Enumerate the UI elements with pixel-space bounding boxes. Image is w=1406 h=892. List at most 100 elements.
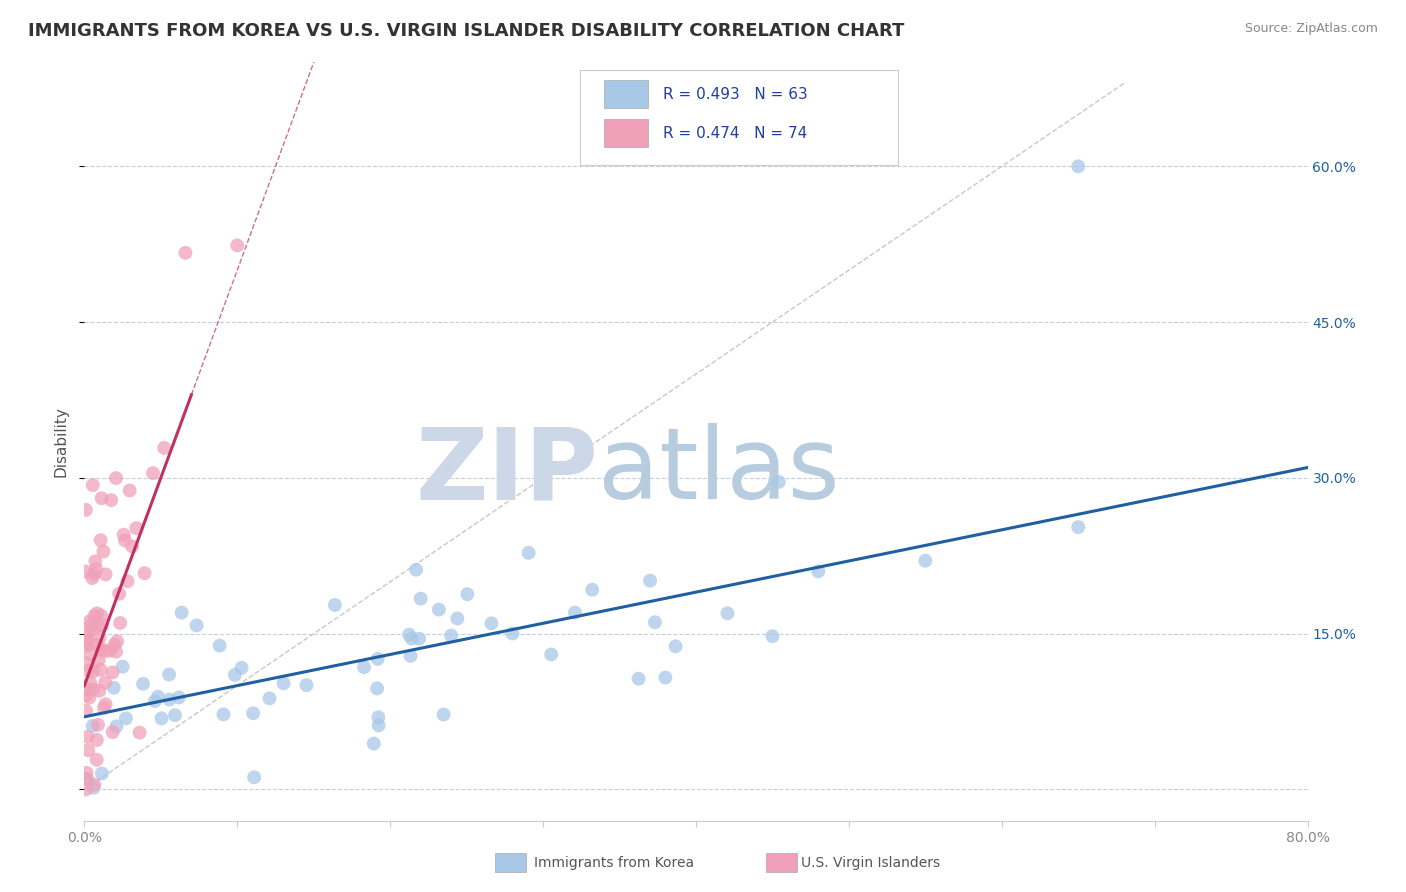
- Point: [114, 533, 136, 548]
- Point: [716, 606, 738, 620]
- Point: [82, 478, 104, 492]
- Point: [93, 701, 115, 715]
- Point: [90, 533, 112, 548]
- Point: [212, 707, 235, 722]
- Point: [323, 598, 346, 612]
- Point: [401, 632, 423, 646]
- Point: [112, 527, 135, 541]
- Point: [226, 238, 249, 252]
- Point: [157, 667, 180, 681]
- Point: [87, 718, 110, 732]
- Point: [83, 780, 105, 795]
- Point: [76, 772, 98, 787]
- FancyBboxPatch shape: [605, 80, 648, 108]
- Point: [427, 602, 450, 616]
- Point: [664, 640, 686, 654]
- Point: [86, 638, 108, 652]
- Point: [125, 521, 148, 535]
- Point: [87, 619, 110, 633]
- Point: [1067, 520, 1090, 534]
- Point: [446, 611, 468, 625]
- Point: [108, 587, 131, 601]
- Point: [89, 663, 111, 677]
- Point: [208, 639, 231, 653]
- Point: [82, 571, 104, 585]
- Text: atlas: atlas: [598, 424, 839, 520]
- Point: [654, 671, 676, 685]
- Point: [186, 618, 208, 632]
- FancyBboxPatch shape: [605, 120, 648, 147]
- Point: [564, 606, 586, 620]
- Point: [103, 681, 125, 695]
- Point: [111, 659, 134, 673]
- Bar: [495, 853, 526, 872]
- Point: [75, 688, 97, 702]
- Point: [76, 633, 98, 648]
- Point: [87, 653, 110, 667]
- Point: [80, 647, 103, 661]
- Point: [108, 615, 131, 630]
- Point: [367, 718, 389, 732]
- Point: [405, 563, 427, 577]
- Point: [93, 644, 115, 658]
- Point: [132, 677, 155, 691]
- Point: [273, 676, 295, 690]
- Point: [128, 725, 150, 739]
- Point: [644, 615, 666, 630]
- Point: [367, 652, 389, 666]
- Point: [502, 626, 524, 640]
- Point: [75, 682, 97, 697]
- Point: [157, 692, 180, 706]
- Point: [93, 544, 115, 558]
- Point: [363, 737, 385, 751]
- Point: [399, 648, 422, 663]
- Point: [105, 645, 128, 659]
- Point: [79, 690, 101, 705]
- Point: [115, 711, 138, 725]
- Point: [86, 733, 108, 747]
- Point: [84, 562, 107, 576]
- Point: [100, 493, 122, 508]
- Point: [581, 582, 603, 597]
- Point: [366, 681, 388, 696]
- Point: [170, 606, 193, 620]
- Text: Source: ZipAtlas.com: Source: ZipAtlas.com: [1244, 22, 1378, 36]
- Point: [295, 678, 318, 692]
- Point: [761, 629, 783, 643]
- Point: [103, 638, 125, 652]
- Text: U.S. Virgin Islanders: U.S. Virgin Islanders: [801, 856, 941, 871]
- Point: [75, 503, 97, 517]
- Point: [174, 245, 197, 260]
- Point: [94, 675, 117, 690]
- Point: [77, 664, 100, 678]
- Point: [101, 665, 124, 680]
- Point: [80, 623, 103, 637]
- Point: [83, 567, 105, 582]
- Point: [83, 608, 105, 623]
- Point: [76, 730, 98, 744]
- Point: [76, 628, 98, 642]
- Point: [768, 475, 790, 489]
- Bar: [766, 853, 797, 872]
- Point: [142, 466, 165, 480]
- Point: [440, 629, 463, 643]
- Point: [540, 648, 562, 662]
- Point: [79, 618, 101, 632]
- Point: [75, 656, 97, 670]
- Point: [481, 616, 503, 631]
- Point: [367, 710, 389, 724]
- Point: [90, 766, 112, 780]
- Text: R = 0.474   N = 74: R = 0.474 N = 74: [664, 126, 807, 141]
- Point: [89, 683, 111, 698]
- Point: [86, 607, 108, 621]
- Point: [83, 778, 105, 792]
- Point: [807, 565, 830, 579]
- Text: Immigrants from Korea: Immigrants from Korea: [534, 856, 695, 871]
- Point: [914, 554, 936, 568]
- Point: [105, 719, 128, 733]
- Point: [121, 539, 143, 553]
- Point: [90, 641, 112, 656]
- Point: [398, 628, 420, 642]
- Text: R = 0.493   N = 63: R = 0.493 N = 63: [664, 87, 807, 102]
- Point: [84, 554, 107, 568]
